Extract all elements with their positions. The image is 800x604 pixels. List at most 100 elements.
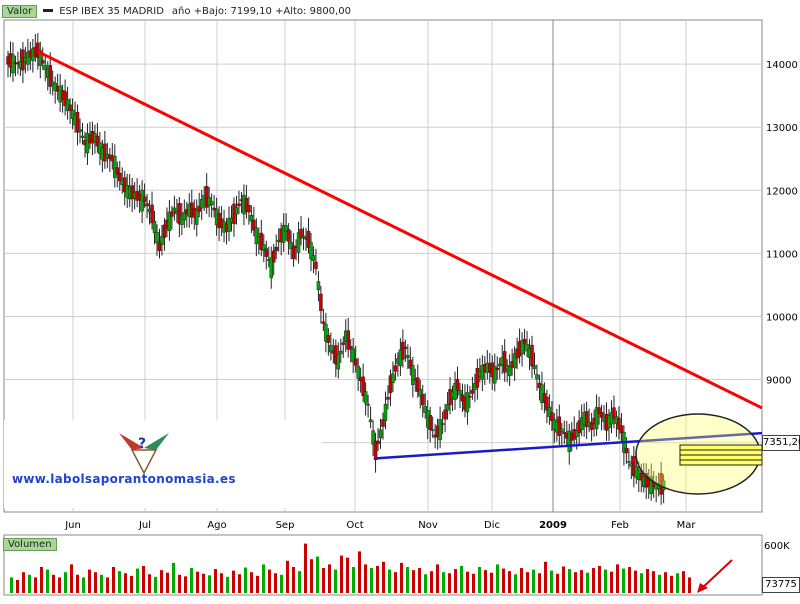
volume-axis-tick: 600K	[764, 541, 790, 552]
volume-bar	[364, 564, 367, 593]
x-tick-label: Dic	[484, 520, 500, 531]
volume-bar	[520, 568, 523, 593]
volume-bar	[346, 557, 349, 593]
candle-body	[535, 374, 539, 380]
last-price-label: 7351,20	[762, 435, 800, 451]
volume-bar	[424, 574, 427, 593]
volume-bar	[574, 572, 577, 593]
y-tick-label: 13000	[766, 123, 798, 134]
x-tick-label: Nov	[418, 520, 438, 531]
candle-body	[43, 65, 48, 71]
volume-bar	[358, 551, 361, 593]
series-legend-swatch	[43, 8, 54, 12]
candle-body	[574, 430, 579, 437]
volume-bar	[94, 572, 97, 593]
volume-bar	[430, 571, 433, 593]
support-trendline	[375, 431, 763, 460]
volume-bar	[382, 561, 385, 593]
volume-bar	[16, 580, 19, 593]
volume-bar	[202, 573, 205, 593]
candle-body	[547, 406, 552, 417]
candle-body	[495, 367, 499, 370]
candle-body	[177, 203, 182, 225]
volume-bar	[196, 571, 199, 593]
candle-body	[150, 204, 154, 224]
candle-body	[470, 389, 475, 394]
volume-bar	[676, 573, 679, 593]
volume-bar	[238, 574, 241, 593]
volume-bar	[322, 568, 325, 593]
volume-bar	[598, 565, 601, 593]
candle-body	[197, 205, 201, 212]
candle-body	[351, 348, 355, 363]
candle-body	[507, 365, 512, 377]
candle-body	[383, 404, 388, 422]
watermark-logo-card: ?	[4, 420, 322, 508]
candle-body	[63, 91, 67, 106]
x-tick-label: Mar	[677, 520, 697, 531]
candle-body	[440, 423, 445, 425]
volume-bar	[496, 564, 499, 593]
volume-bar	[298, 571, 301, 593]
candle-body	[145, 203, 149, 207]
candle-body	[393, 365, 398, 372]
volume-bar	[76, 574, 79, 593]
candle-body	[632, 456, 636, 477]
candle-body	[162, 224, 167, 238]
candle-body	[522, 338, 527, 344]
candle-body	[403, 346, 408, 349]
volume-bar	[166, 572, 169, 593]
candle-body	[329, 344, 333, 353]
volume-bar	[670, 575, 673, 593]
candle-body	[388, 375, 393, 394]
y-tick-label: 9000	[766, 376, 791, 387]
candle-body	[624, 447, 629, 454]
volume-bar	[682, 571, 685, 593]
volume-bar	[652, 571, 655, 593]
candle-body	[353, 358, 358, 366]
volume-bar	[484, 570, 487, 593]
candle-body	[599, 411, 604, 418]
candle-body	[314, 261, 318, 270]
candle-body	[562, 432, 567, 434]
candle-body	[284, 225, 288, 232]
candle-body	[418, 389, 423, 397]
candle-body	[286, 229, 291, 242]
candle-body	[41, 60, 45, 64]
candle-body	[336, 354, 341, 370]
candle-body	[244, 197, 249, 212]
volume-bar	[490, 572, 493, 593]
volume-bar	[538, 573, 541, 593]
volume-bar	[658, 574, 661, 593]
y-tick-label: 11000	[766, 249, 798, 260]
y-tick-label: 10000	[766, 312, 798, 323]
volume-bar	[526, 572, 529, 593]
volume-bar	[610, 571, 613, 593]
x-tick-label: Jun	[64, 520, 81, 531]
volume-bar	[466, 571, 469, 593]
candle-body	[182, 212, 187, 221]
x-tick-label: Feb	[611, 520, 629, 531]
candle-body	[373, 440, 378, 461]
watermark-text[interactable]: www.labolsaporantonomasia.es	[12, 472, 236, 486]
candle-body	[430, 429, 435, 431]
candle-body	[550, 412, 554, 421]
candle-body	[401, 341, 405, 360]
candle-body	[584, 411, 589, 428]
candle-body	[326, 335, 331, 343]
candle-body	[567, 430, 572, 452]
candle-body	[155, 231, 159, 244]
candle-body	[26, 51, 30, 65]
volume-bar	[268, 569, 271, 593]
volume-bar	[70, 564, 73, 593]
volume-bar	[292, 567, 295, 593]
candle-body	[36, 42, 40, 58]
volume-bar	[400, 562, 403, 593]
volume-bar	[280, 574, 283, 593]
candle-body	[443, 409, 447, 420]
volume-bar	[502, 568, 505, 593]
candle-body	[319, 293, 323, 311]
volume-bar	[328, 564, 331, 593]
candle-body	[520, 340, 524, 354]
candle-body	[612, 407, 616, 420]
